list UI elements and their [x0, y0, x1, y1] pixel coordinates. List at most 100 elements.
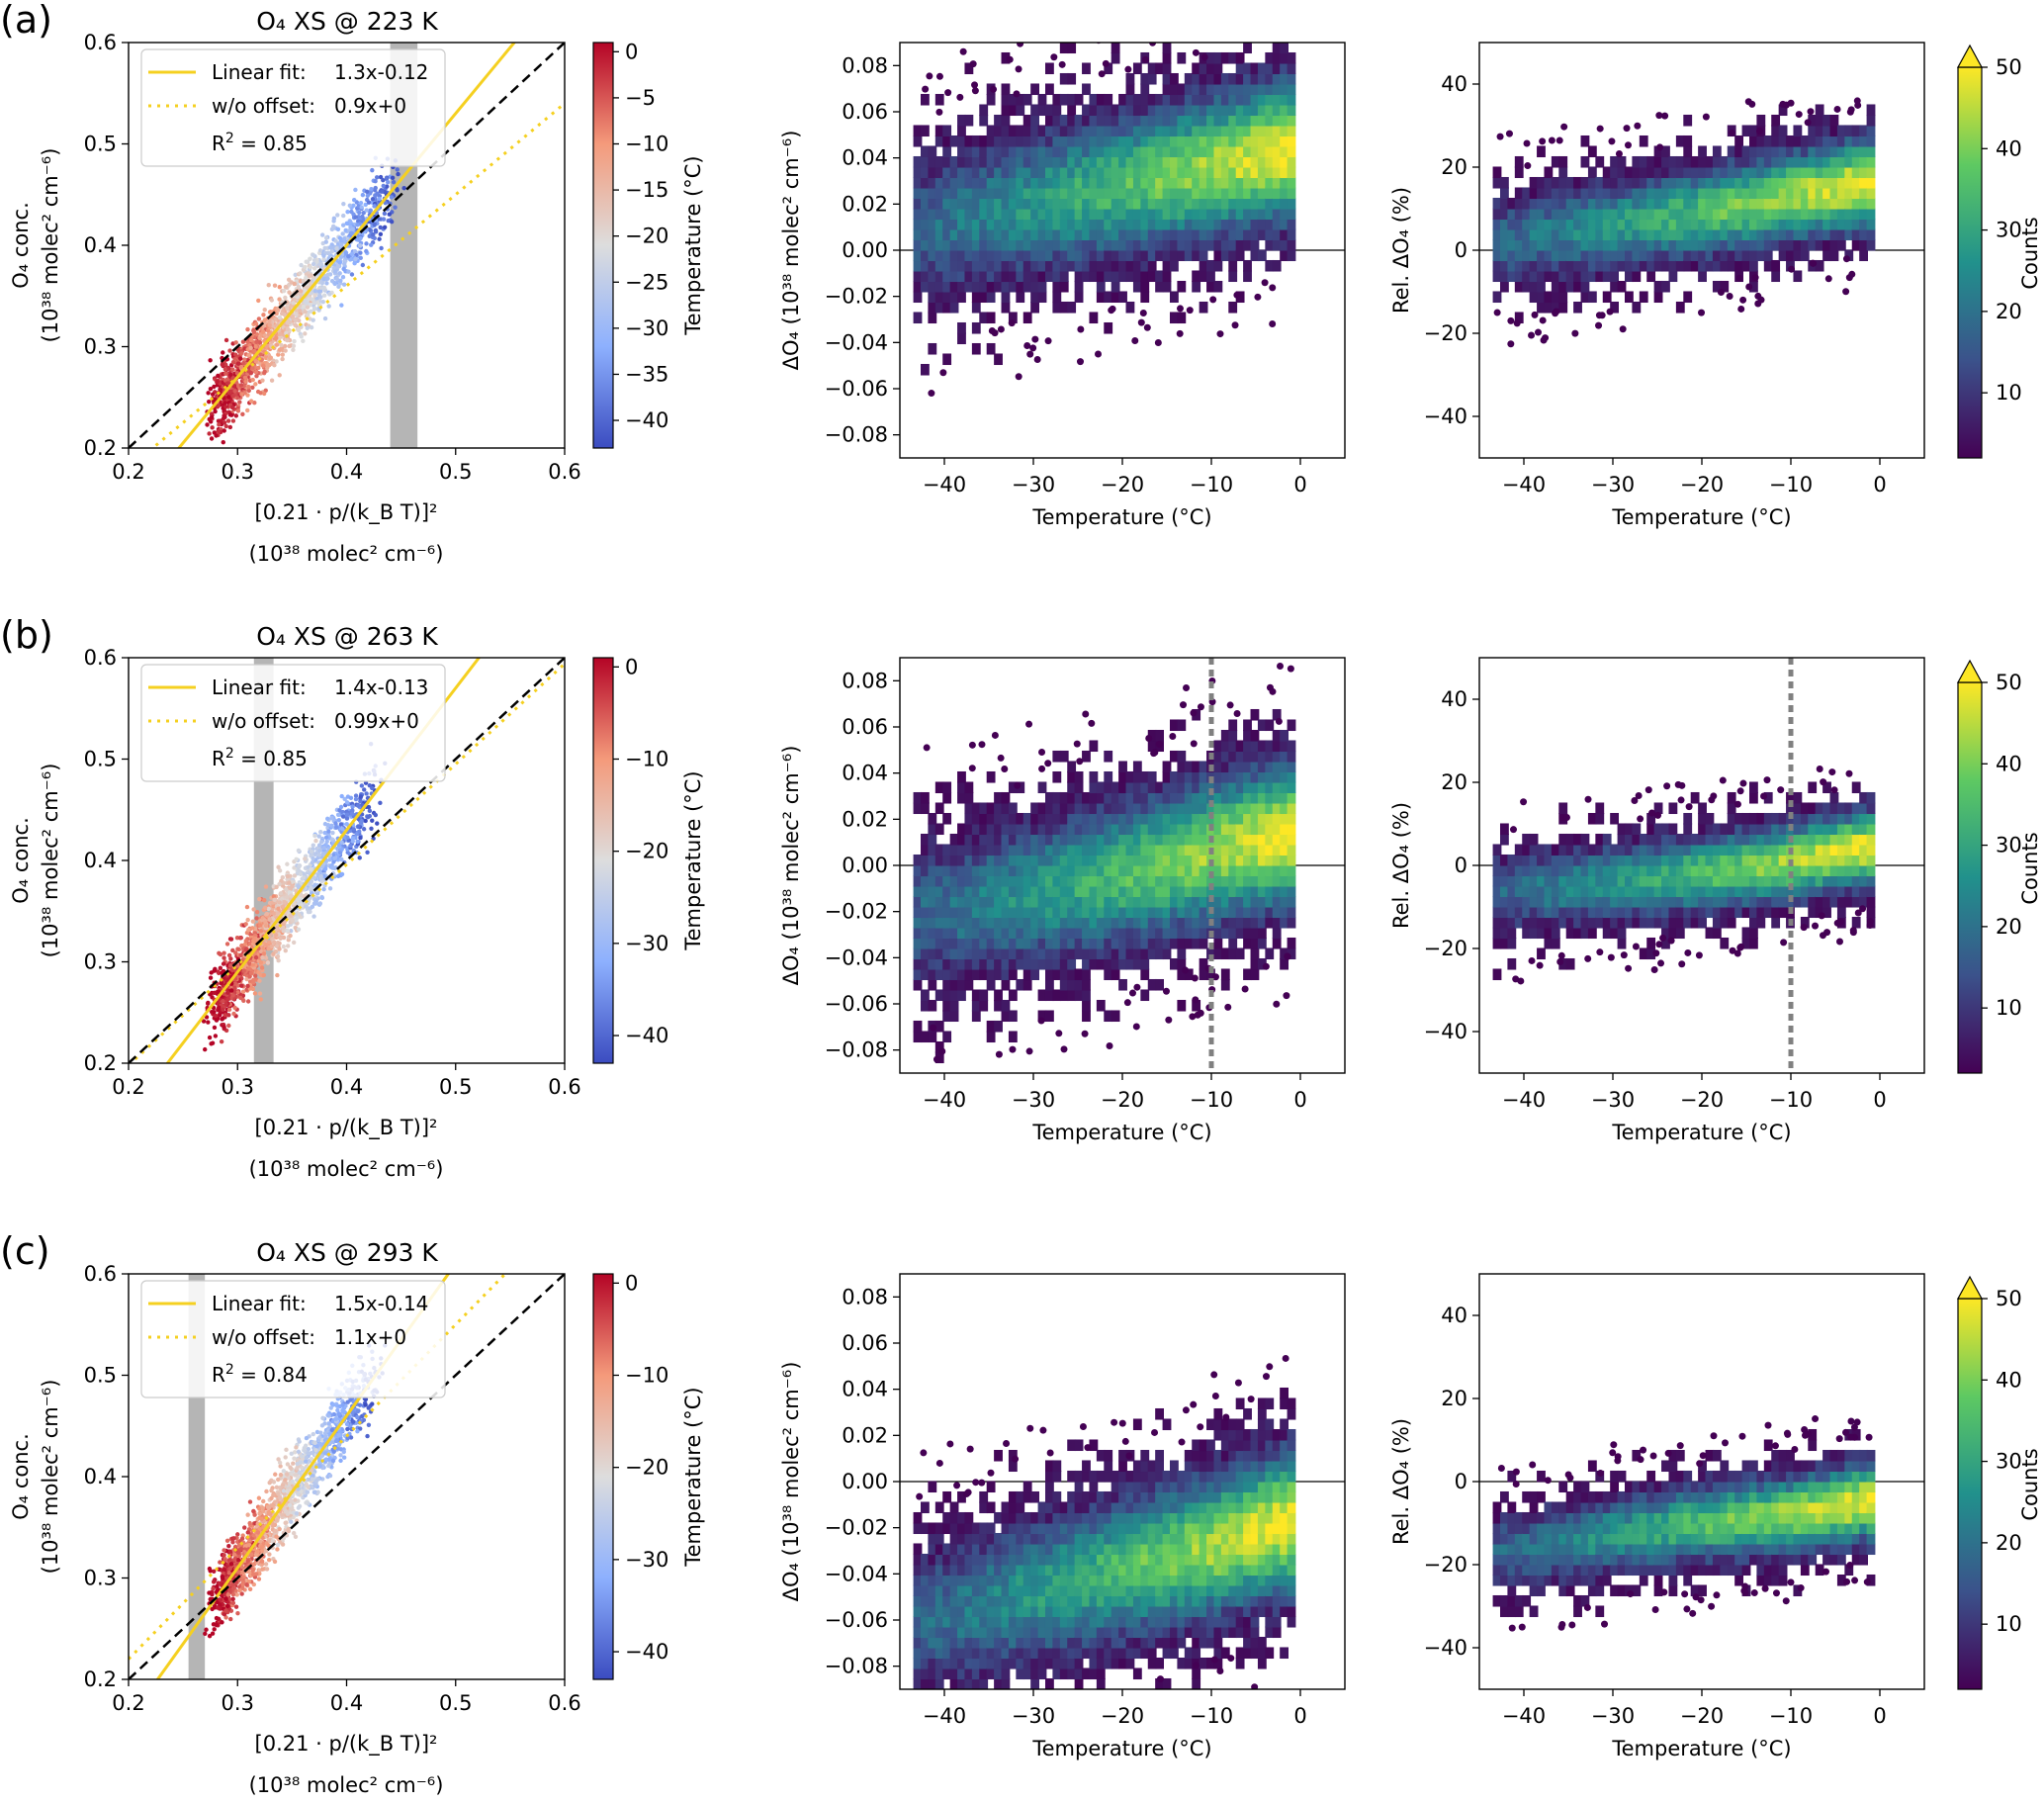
scatter-point — [384, 176, 390, 181]
hex-bin — [1243, 93, 1252, 106]
hex-bin — [913, 280, 923, 293]
hex-bin — [1580, 176, 1590, 189]
scatter-point — [308, 264, 313, 270]
hex-bin — [1147, 125, 1157, 137]
hex-bin — [957, 906, 966, 919]
scatter-point — [352, 198, 357, 203]
hex-bin — [1551, 155, 1560, 168]
scatter-point — [311, 317, 315, 322]
hex-bin — [994, 270, 1003, 283]
scatter-point — [322, 316, 328, 321]
scatter-point — [208, 358, 213, 363]
scatter-point — [254, 339, 259, 345]
scatter-point — [227, 412, 233, 417]
scatter-point — [257, 335, 262, 341]
hex-bin — [1537, 208, 1546, 221]
scatter-point — [219, 1038, 224, 1044]
scatter-point — [269, 378, 275, 383]
scatter-point — [296, 848, 302, 854]
hex-bin — [1763, 135, 1773, 147]
hex-bin — [1866, 238, 1876, 251]
hex-bin — [1074, 208, 1084, 221]
hex-bin — [949, 885, 959, 898]
hex-bin — [1683, 114, 1693, 127]
hex-bin — [1052, 93, 1062, 106]
hex-bin — [1184, 218, 1194, 230]
hex-bin — [1514, 208, 1524, 221]
scatter-point — [341, 201, 346, 207]
hex-bin — [1573, 238, 1582, 251]
hex-bin — [1808, 208, 1818, 221]
hex-bin — [1272, 228, 1282, 241]
hex-bin — [1089, 228, 1099, 241]
hex-bin — [942, 197, 952, 210]
hex-bin — [1280, 62, 1289, 75]
hex-bin — [928, 238, 937, 251]
hex-bin — [1001, 104, 1011, 117]
hex-bin — [913, 291, 923, 304]
scatter-point — [267, 355, 273, 361]
hex-bin — [1104, 228, 1113, 241]
hex-bin — [949, 968, 959, 981]
hex-bin — [1177, 104, 1187, 117]
colorbar-tick-label: −20 — [625, 225, 668, 248]
scatter-point — [348, 795, 354, 800]
hex-bin — [1001, 166, 1011, 179]
hex-bin — [1661, 197, 1670, 210]
hex-bin — [1096, 114, 1106, 127]
scatter-point — [288, 933, 293, 939]
hex-bin — [1617, 238, 1627, 251]
scatter-point — [343, 250, 349, 255]
scatter-point — [239, 350, 244, 356]
hex-bin — [1104, 114, 1113, 127]
outlier-point — [971, 81, 979, 89]
hex-bin — [1132, 93, 1142, 106]
hex-bin — [1280, 218, 1289, 230]
hex-bin — [1727, 249, 1736, 262]
hex-bin — [1734, 145, 1744, 158]
hex-bin — [1280, 51, 1289, 64]
hex-bin — [1748, 176, 1758, 189]
hex-bin — [964, 114, 974, 127]
hex-bin — [1037, 197, 1047, 210]
hex-bin — [1698, 187, 1707, 200]
hex-bin — [979, 312, 989, 324]
hex-bin — [1052, 166, 1062, 179]
colorbar-tick-label: 40 — [1996, 136, 2022, 160]
scatter-point — [241, 998, 246, 1004]
scatter-point — [285, 895, 290, 900]
hex-bin — [1147, 270, 1157, 283]
hex-bin — [957, 291, 966, 304]
hex-bin — [1206, 51, 1215, 64]
hex-bin — [1756, 208, 1766, 221]
hex-bin — [1602, 176, 1612, 189]
hex-bin — [1793, 145, 1803, 158]
hex-bin — [1522, 228, 1532, 241]
scatter-point — [336, 843, 342, 848]
hex-bin — [1132, 62, 1142, 75]
hex-bin — [1492, 270, 1502, 283]
hex-bin — [1748, 155, 1758, 168]
hex-bin — [1074, 238, 1084, 251]
scatter-point — [381, 177, 386, 183]
hex-bin — [1037, 135, 1047, 147]
hex-bin — [1132, 104, 1142, 117]
hex-bin — [913, 166, 923, 179]
hex-bin — [1016, 125, 1025, 137]
hex-bin — [1573, 197, 1582, 210]
hex-bin — [971, 321, 981, 334]
hex-bin — [1067, 197, 1077, 210]
hex-bin — [1565, 218, 1575, 230]
hex-bin — [1287, 114, 1296, 127]
hex-bin — [1001, 259, 1011, 272]
heatmap-area — [1479, 97, 1924, 348]
hex-bin — [1272, 93, 1282, 106]
hex-bin — [1184, 83, 1194, 96]
scatter-point — [234, 963, 240, 968]
hex-bin — [1162, 72, 1172, 85]
scatter-point — [375, 821, 380, 826]
scatter-point — [276, 958, 281, 963]
hex-bin — [1836, 187, 1846, 200]
scatter-point — [277, 947, 282, 951]
hex-bin — [1639, 238, 1648, 251]
